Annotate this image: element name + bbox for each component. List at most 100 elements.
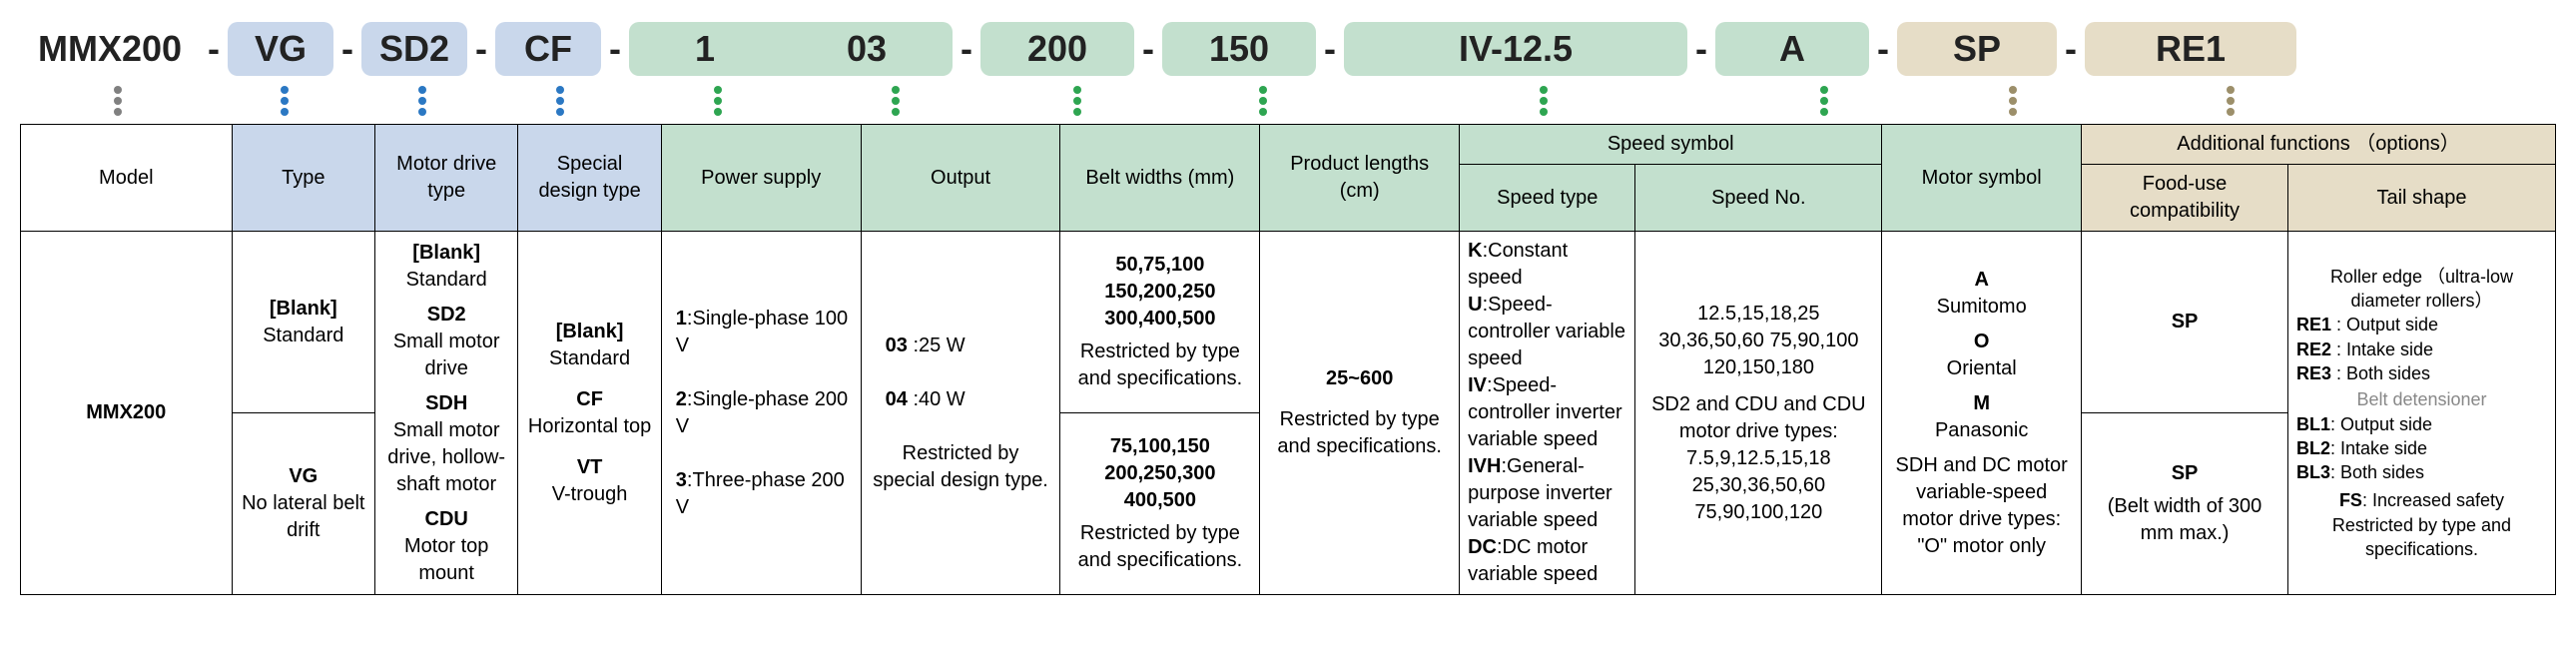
bold-code: SP: [2090, 460, 2279, 487]
label-text: : Output side: [2330, 414, 2432, 434]
cell-food-bot: SP (Belt width of 300 mm max.): [2082, 413, 2288, 595]
cell-model: MMX200: [21, 232, 233, 595]
bold-code: CDU: [383, 506, 509, 533]
bold-code: A: [1890, 267, 2073, 294]
label-text: Small motor drive: [383, 329, 509, 382]
bold-code: O: [1890, 329, 2073, 355]
hdr-belt: Belt widths (mm): [1060, 125, 1260, 232]
hdr-speed: Speed symbol: [1460, 125, 1882, 165]
bold-code: 2: [676, 388, 687, 410]
code-chip-motor-drive: SD2: [361, 22, 467, 76]
value-text: 12.5,15,18,25 30,36,50,60 75,90,100 120,…: [1643, 301, 1873, 381]
cell-motor-drive: [Blank] Standard SD2 Small motor drive S…: [374, 232, 517, 595]
dash: -: [601, 28, 629, 70]
dash: -: [1316, 28, 1344, 70]
note-text: Restricted by special design type.: [873, 442, 1048, 491]
hdr-length: Product lengths (cm): [1260, 125, 1460, 232]
dash: -: [333, 28, 361, 70]
label-text: : Intake side: [2331, 339, 2433, 359]
note-text: Restricted by type and specifications.: [1268, 406, 1451, 460]
cell-length: 25~600 Restricted by type and specificat…: [1260, 232, 1460, 595]
label-text: Horizontal top: [526, 413, 652, 440]
bold-code: K: [1468, 240, 1482, 262]
bold-code: IVH: [1468, 455, 1501, 477]
code-chip-power: 1: [695, 28, 715, 70]
code-chip-belt: 200: [980, 22, 1134, 76]
bold-code: BL2: [2296, 438, 2330, 458]
label-text: Standard: [383, 267, 509, 294]
label-text: V-trough: [526, 481, 652, 508]
label-text: Standard: [526, 345, 652, 372]
label-text: : Both sides: [2331, 363, 2430, 383]
bold-code: DC: [1468, 536, 1497, 558]
bold-code: RE1: [2296, 315, 2331, 335]
code-chip-tail: RE1: [2085, 22, 2296, 76]
cell-speed-no: 12.5,15,18,25 30,36,50,60 75,90,100 120,…: [1635, 232, 1882, 595]
dash: -: [1134, 28, 1162, 70]
note-text: Restricted by type and specifications.: [1068, 338, 1251, 392]
bold-code: 25~600: [1268, 365, 1451, 392]
code-chip-motor-symbol: A: [1715, 22, 1869, 76]
dash: -: [953, 28, 980, 70]
note-text: SD2 and CDU and CDU motor drive types:: [1643, 391, 1873, 445]
label-text: :Three-phase 200 V: [676, 469, 845, 518]
cell-type-vg: VG No lateral belt drift: [232, 413, 374, 595]
code-chip-power-output: 1 03: [629, 22, 953, 76]
cell-speed-type: K:Constant speed U:Speed-controller vari…: [1460, 232, 1635, 595]
bold-code: RE2: [2296, 339, 2331, 359]
section-heading: Belt detensioner: [2296, 387, 2547, 411]
label-text: Sumitomo: [1890, 294, 2073, 321]
code-model: MMX200: [20, 20, 200, 78]
cell-tail: Roller edge （ultra-low diameter rollers）…: [2287, 232, 2555, 595]
cell-special: [Blank] Standard CF Horizontal top VT V-…: [518, 232, 661, 595]
label-text: No lateral belt drift: [242, 492, 364, 541]
bold-code: BL3: [2296, 462, 2330, 482]
dash: -: [1869, 28, 1897, 70]
note-text: SDH and DC motor variable-speed motor dr…: [1890, 452, 2073, 560]
label-text: :Constant speed: [1468, 240, 1568, 289]
label-text: :Speed-controller inverter variable spee…: [1468, 374, 1622, 450]
code-chip-output: 03: [847, 28, 887, 70]
label-text: :Speed-controller variable speed: [1468, 294, 1625, 369]
bold-code: FS: [2339, 490, 2362, 510]
code-chip-special: CF: [495, 22, 601, 76]
hdr-speed-no: Speed No.: [1635, 165, 1882, 232]
table-row: MMX200 [Blank] Standard [Blank] Standard…: [21, 232, 2556, 413]
label-text: :40 W: [913, 388, 965, 410]
label-text: : Output side: [2331, 315, 2438, 335]
bold-code: U: [1468, 294, 1482, 316]
label-text: Small motor drive, hollow-shaft motor: [383, 417, 509, 498]
bold-code: 1: [676, 308, 687, 330]
cell-belt-top: 50,75,100 150,200,250 300,400,500 Restri…: [1060, 232, 1260, 413]
hdr-power: Power supply: [661, 125, 861, 232]
bold-code: [Blank]: [526, 319, 652, 345]
hdr-food: Food-use compatibility: [2082, 165, 2288, 232]
hdr-model: Model: [21, 125, 233, 232]
bold-code: SDH: [383, 390, 509, 417]
hdr-tail: Tail shape: [2287, 165, 2555, 232]
label-text: Motor top mount: [383, 533, 509, 587]
label-text: : Intake side: [2330, 438, 2427, 458]
bold-code: [Blank]: [241, 296, 366, 323]
code-chip-type: VG: [228, 22, 333, 76]
hdr-output: Output: [861, 125, 1060, 232]
label-text: :25 W: [913, 335, 965, 356]
bold-code: CF: [526, 386, 652, 413]
code-chip-length: 150: [1162, 22, 1316, 76]
hdr-additional: Additional functions （options）: [2082, 125, 2556, 165]
label-text: Panasonic: [1890, 417, 2073, 444]
cell-food-top: SP: [2082, 232, 2288, 413]
code-chip-food: SP: [1897, 22, 2057, 76]
hdr-motor-symbol: Motor symbol: [1882, 125, 2082, 232]
bold-code: RE3: [2296, 363, 2331, 383]
cell-belt-bot: 75,100,150 200,250,300 400,500 Restricte…: [1060, 413, 1260, 595]
dash: -: [467, 28, 495, 70]
cell-motor-symbol: A Sumitomo O Oriental M Panasonic SDH an…: [1882, 232, 2082, 595]
hdr-motor-drive: Motor drive type: [374, 125, 517, 232]
bold-code: VT: [526, 454, 652, 481]
cell-type-blank: [Blank] Standard: [232, 232, 374, 413]
note-text: (Belt width of 300 mm max.): [2090, 493, 2279, 547]
note-text: Restricted by type and specifications.: [2296, 513, 2547, 562]
bold-code: SD2: [383, 302, 509, 329]
dash: -: [200, 28, 228, 70]
